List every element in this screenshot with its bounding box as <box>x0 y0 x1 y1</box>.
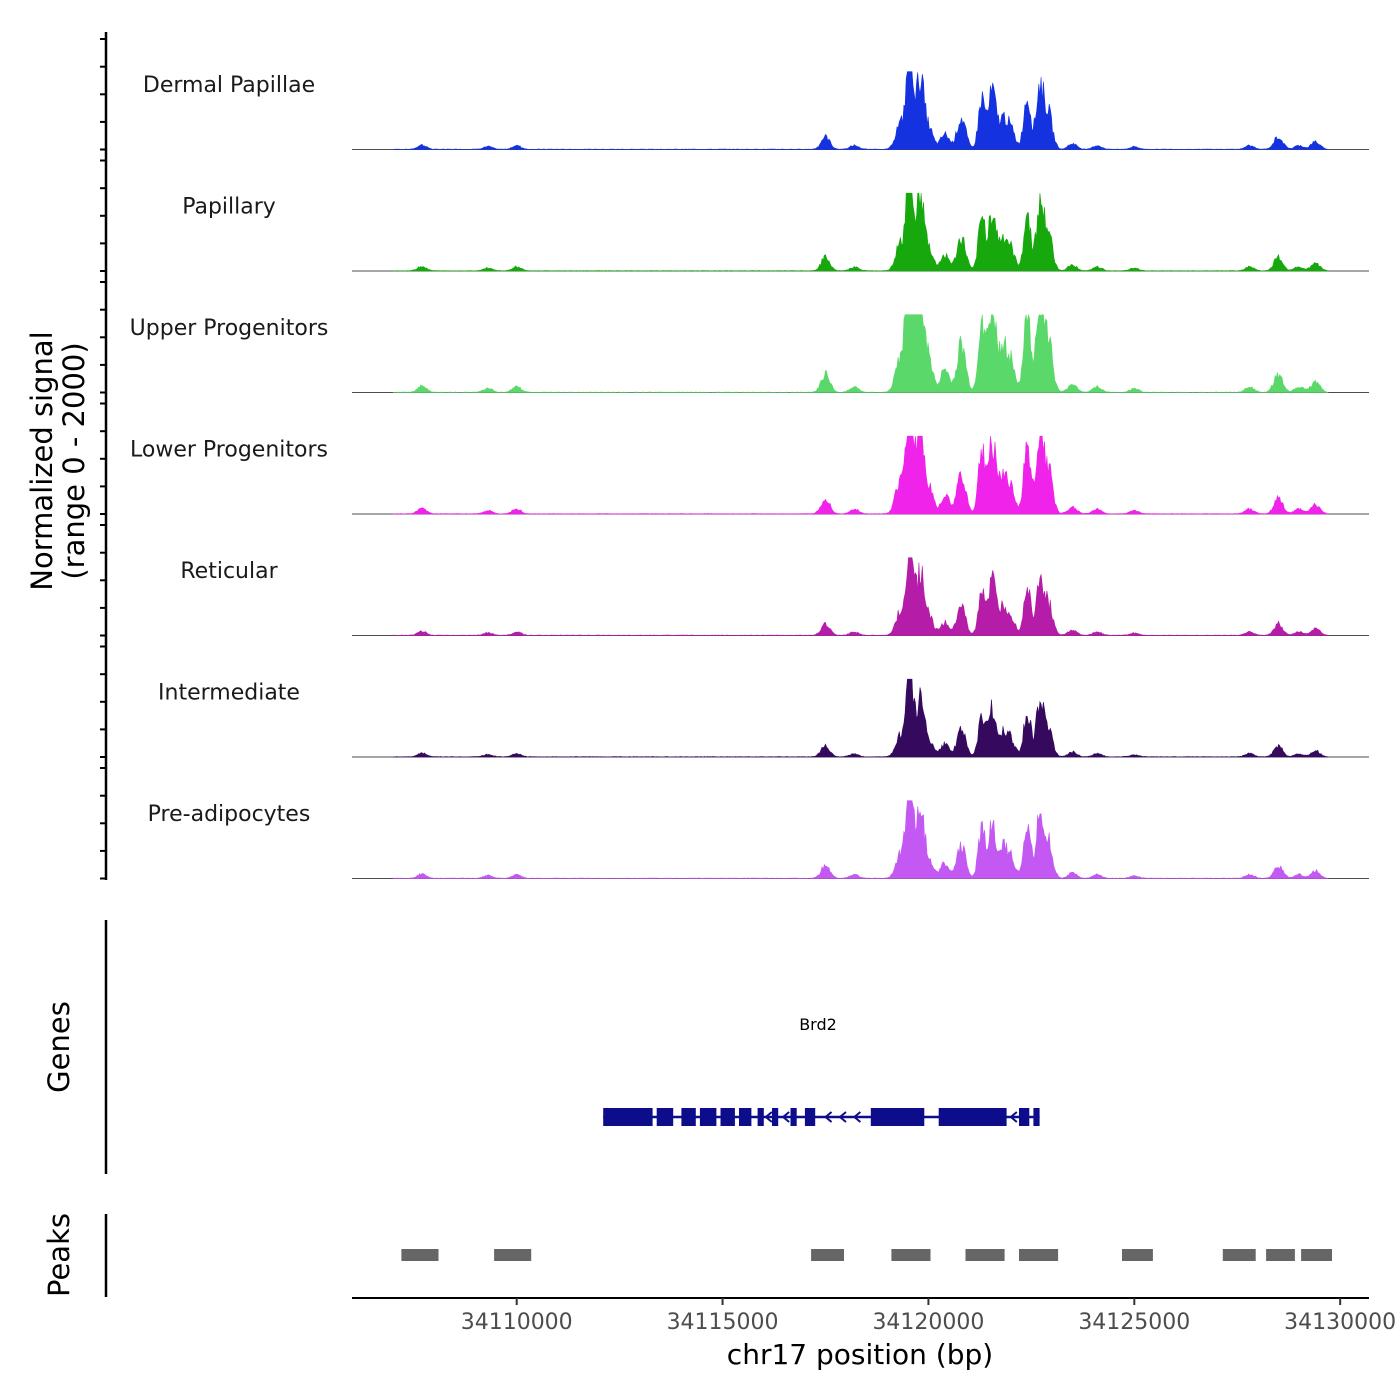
signal-areas <box>352 71 1369 879</box>
gene-exon <box>757 1108 764 1126</box>
peak-bars <box>401 1249 1332 1261</box>
track-label: Papillary <box>182 195 276 220</box>
y-axis-title: Normalized signal <box>25 331 59 590</box>
peak-bar <box>891 1249 931 1261</box>
gene-exon <box>739 1108 752 1126</box>
track-label: Lower Progenitors <box>130 438 328 463</box>
track-label: Upper Progenitors <box>130 316 329 341</box>
peak-bar <box>401 1249 439 1261</box>
gene-model <box>603 1108 1040 1126</box>
peak-bar <box>1019 1249 1059 1261</box>
peak-bar <box>494 1249 532 1261</box>
gene-exon <box>938 1108 1007 1126</box>
strand-arrow <box>838 1111 847 1123</box>
peak-bar <box>1266 1249 1295 1261</box>
track-label: Reticular <box>180 559 278 584</box>
peak-bar <box>1222 1249 1256 1261</box>
gene-name-label: Brd2 <box>799 1015 837 1034</box>
track-label: Dermal Papillae <box>143 73 315 98</box>
gene-exon <box>1033 1108 1040 1126</box>
signal-area-reticular <box>392 557 1329 636</box>
signal-area-papillary <box>393 192 1329 272</box>
signal-area-upper-progenitors <box>392 314 1329 393</box>
track-labels: Dermal Papillae Papillary Upper Progenitor… <box>130 73 329 827</box>
gene-exon <box>681 1108 696 1126</box>
peak-bar <box>1301 1249 1332 1261</box>
x-axis-title: chr17 position (bp) <box>727 1338 993 1371</box>
signal-area-intermediate <box>392 678 1329 758</box>
x-tick-label: 34120000 <box>872 1310 984 1335</box>
strand-arrow <box>852 1111 862 1123</box>
x-axis-ticks: 34110000 34115000 34120000 34125000 34130000 <box>461 1298 1396 1335</box>
x-tick-label: 34115000 <box>667 1310 779 1335</box>
gene-exon <box>772 1108 779 1126</box>
y-axis-subtitle: (range 0 - 2000) <box>57 342 91 579</box>
strand-arrow <box>764 1111 773 1123</box>
strand-arrow <box>741 1111 750 1123</box>
strand-arrow <box>1009 1111 1018 1123</box>
strand-arrow <box>781 1111 790 1123</box>
peak-bar <box>811 1249 844 1261</box>
gene-exon <box>603 1108 653 1126</box>
x-tick-label: 34125000 <box>1078 1310 1190 1335</box>
signal-area-dermal-papillae <box>392 71 1328 150</box>
peak-bar <box>965 1249 1005 1261</box>
peaks-track-label: Peaks <box>42 1213 76 1297</box>
gene-exon <box>870 1108 925 1126</box>
gene-exon <box>790 1108 797 1126</box>
signal-y-ticks <box>100 38 106 880</box>
gene-exon <box>804 1108 816 1126</box>
gene-exon <box>1019 1108 1030 1126</box>
x-tick-label: 34110000 <box>461 1310 573 1335</box>
track-label: Pre-adipocytes <box>148 802 311 827</box>
x-tick-label: 34130000 <box>1284 1310 1396 1335</box>
peak-bar <box>1122 1249 1153 1261</box>
gene-exon <box>699 1108 717 1126</box>
strand-arrow <box>823 1111 833 1123</box>
signal-area-pre-adipocytes <box>392 800 1329 879</box>
gene-exon <box>720 1108 735 1126</box>
track-label: Intermediate <box>158 681 300 706</box>
genes-track-label: Genes <box>42 1001 76 1093</box>
gene-exon <box>656 1108 674 1126</box>
signal-area-lower-progenitors <box>392 435 1329 515</box>
